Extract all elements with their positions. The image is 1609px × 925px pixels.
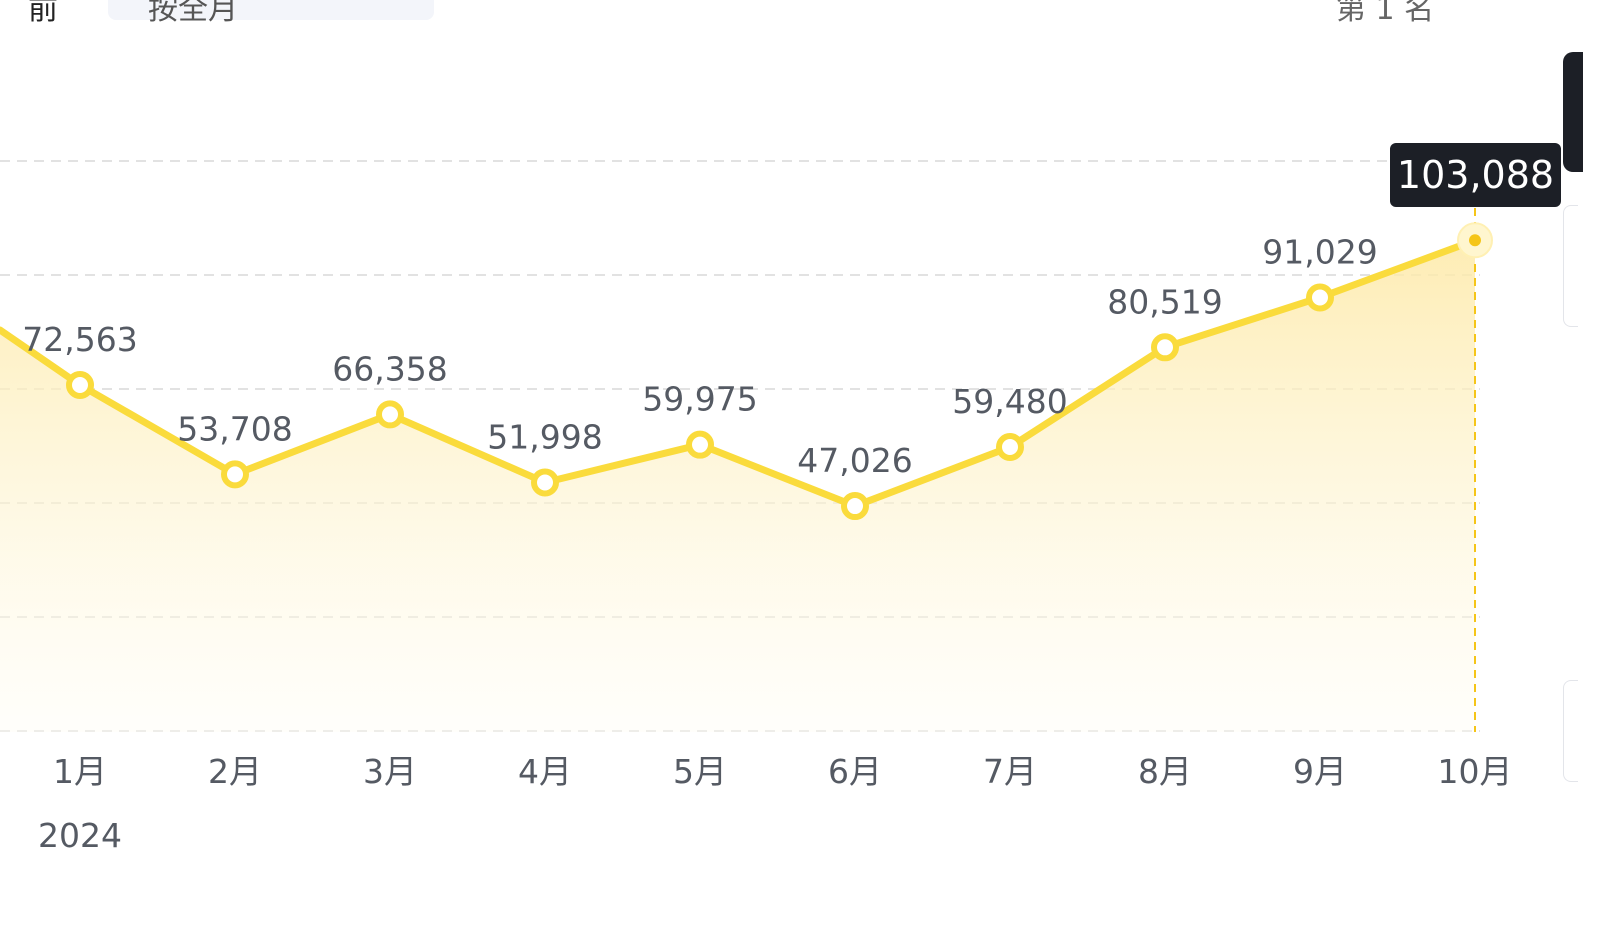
area-fill [0,240,1475,732]
data-label: 66,358 [332,349,447,388]
x-tick-label: 10月 [1438,752,1513,791]
side-card-edge[interactable] [1563,680,1578,782]
x-tick-label: 7月 [983,752,1037,791]
x-tick-label: 1月 [53,752,107,791]
value-tooltip: 103,088 [1390,143,1561,207]
side-panel-edge[interactable] [1563,52,1583,172]
x-tick-label: 3月 [363,752,417,791]
data-label: 53,708 [177,409,292,448]
data-label: 51,998 [487,417,602,456]
x-tick-label: 9月 [1293,752,1347,791]
x-tick-label: 4月 [518,752,572,791]
x-tick-label: 5月 [673,752,727,791]
side-card-edge[interactable] [1563,205,1578,327]
data-label: 72,563 [22,320,137,359]
rank-text: 第 1 名 [1336,0,1435,27]
data-point[interactable] [1151,333,1179,362]
data-label: 80,519 [1107,282,1222,321]
data-point[interactable] [841,492,869,521]
data-point[interactable] [531,468,559,497]
data-point[interactable] [376,400,404,429]
data-point[interactable] [996,433,1024,462]
x-tick-label: 8月 [1138,752,1192,791]
data-point[interactable] [66,371,94,399]
header-left-text: 前 [28,0,58,27]
data-point[interactable] [1306,283,1334,312]
data-label: 59,480 [952,382,1067,421]
period-selector-label: 按全月 [148,0,238,27]
data-label: 47,026 [797,441,912,480]
data-point[interactable] [221,460,249,489]
x-tick-label: 2月 [208,752,262,791]
x-tick-label: 6月 [828,752,882,791]
data-point[interactable] [686,430,714,459]
data-point-highlighted[interactable] [1469,234,1481,247]
year-label: 2024 [38,816,122,855]
data-label: 59,975 [642,380,757,419]
period-selector[interactable]: 按全月 [108,0,434,27]
data-label: 91,029 [1262,232,1377,271]
